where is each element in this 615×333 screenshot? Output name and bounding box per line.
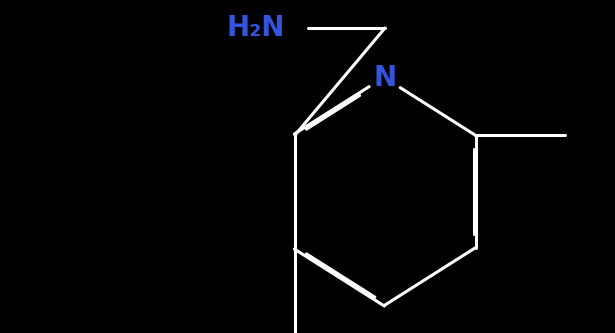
- Text: N: N: [373, 64, 397, 92]
- Text: H₂N: H₂N: [226, 14, 285, 42]
